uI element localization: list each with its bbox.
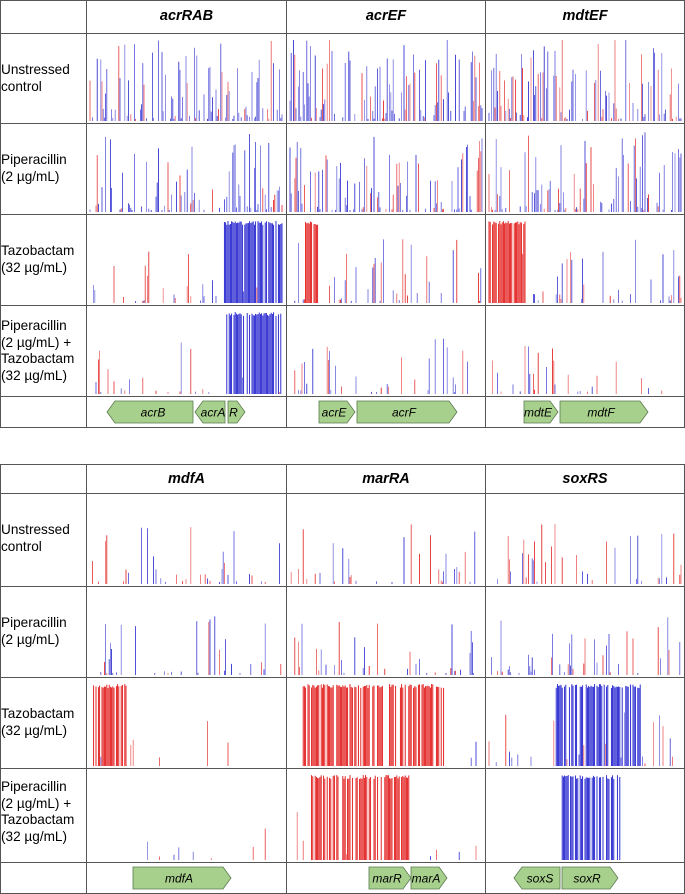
- track-cell: [86, 123, 287, 215]
- track-cell: [485, 214, 685, 306]
- gene-map-cell: soxS soxR: [485, 862, 685, 894]
- track-cell: [485, 123, 685, 215]
- gene-arrow: [561, 866, 619, 890]
- track-cell: [286, 305, 486, 397]
- gene-arrow: [559, 400, 649, 424]
- gene-label: acrB: [141, 406, 166, 420]
- gene-arrow: [106, 400, 194, 424]
- column-header: mdtEF: [485, 0, 685, 34]
- gene-label: mdfA: [165, 872, 193, 886]
- column-header: marRA: [286, 464, 486, 494]
- column-header: mdfA: [86, 464, 287, 494]
- gene-map-cell: acrE acrF: [286, 396, 486, 428]
- track-cell: [485, 305, 685, 397]
- track-cell: [86, 493, 287, 587]
- column-header: acrEF: [286, 0, 486, 34]
- row-label: Piperacillin (2 µg/mL): [0, 586, 87, 678]
- track-cell: [485, 586, 685, 678]
- gene-label: marR: [372, 872, 402, 886]
- panel-bottom: mdfA marRA soxRS Unstressed control Pipe…: [0, 464, 685, 894]
- gene-map-cell: acrB acrA R: [86, 396, 287, 428]
- panel-top-table: acrRAB acrEF mdtEF Unstressed control Pi…: [0, 0, 685, 428]
- gene-map-cell: mdtE mdtF: [485, 396, 685, 428]
- gene-label: soxR: [573, 872, 601, 886]
- track-cell: [485, 677, 685, 769]
- row-label: Piperacillin (2 µg/mL) + Tazobactam (32 …: [0, 305, 87, 397]
- corner-cell: [0, 0, 87, 34]
- track-cell: [286, 586, 486, 678]
- track-cell: [286, 493, 486, 587]
- track-cell: [286, 677, 486, 769]
- gene-arrow: [318, 400, 356, 424]
- track-cell: [86, 33, 287, 124]
- column-header: soxRS: [485, 464, 685, 494]
- gene-label: acrE: [322, 406, 348, 420]
- gene-arrow: [356, 400, 458, 424]
- row-label: Tazobactam (32 µg/mL): [0, 677, 87, 769]
- track-cell: [485, 768, 685, 863]
- gene-map-cell: marR marA: [286, 862, 486, 894]
- gene-arrow: [523, 400, 559, 424]
- panel-top: acrRAB acrEF mdtEF Unstressed control Pi…: [0, 0, 685, 428]
- track-cell: [286, 123, 486, 215]
- gene-label: mdtE: [524, 406, 553, 420]
- gene-row-label-cell: [0, 396, 87, 428]
- row-label: Piperacillin (2 µg/mL) + Tazobactam (32 …: [0, 768, 87, 863]
- track-cell: [86, 214, 287, 306]
- gene-map-cell: mdfA: [86, 862, 287, 894]
- gene-label: mdtF: [587, 406, 615, 420]
- gene-arrow: [227, 400, 246, 424]
- track-cell: [286, 214, 486, 306]
- track-cell: [86, 305, 287, 397]
- row-label: Unstressed control: [0, 493, 87, 587]
- track-cell: [86, 586, 287, 678]
- gene-arrow: [513, 866, 561, 890]
- corner-cell: [0, 464, 87, 494]
- track-cell: [485, 493, 685, 587]
- track-cell: [485, 33, 685, 124]
- gene-label: marA: [412, 872, 441, 886]
- gene-label: R: [229, 406, 238, 420]
- track-cell: [86, 677, 287, 769]
- column-header: acrRAB: [86, 0, 287, 34]
- gene-row-label-cell: [0, 862, 87, 894]
- row-label: Unstressed control: [0, 33, 87, 124]
- gene-arrow: [368, 866, 412, 890]
- gene-arrow: [132, 866, 232, 890]
- gene-arrow: [410, 866, 448, 890]
- gene-arrow: [194, 400, 226, 424]
- track-cell: [286, 33, 486, 124]
- row-label: Tazobactam (32 µg/mL): [0, 214, 87, 306]
- track-cell: [286, 768, 486, 863]
- gene-label: acrF: [392, 406, 417, 420]
- panel-bottom-table: mdfA marRA soxRS Unstressed control Pipe…: [0, 464, 685, 894]
- row-label: Piperacillin (2 µg/mL): [0, 123, 87, 215]
- track-cell: [86, 768, 287, 863]
- gene-label: soxS: [527, 872, 554, 886]
- gene-label: acrA: [201, 406, 226, 420]
